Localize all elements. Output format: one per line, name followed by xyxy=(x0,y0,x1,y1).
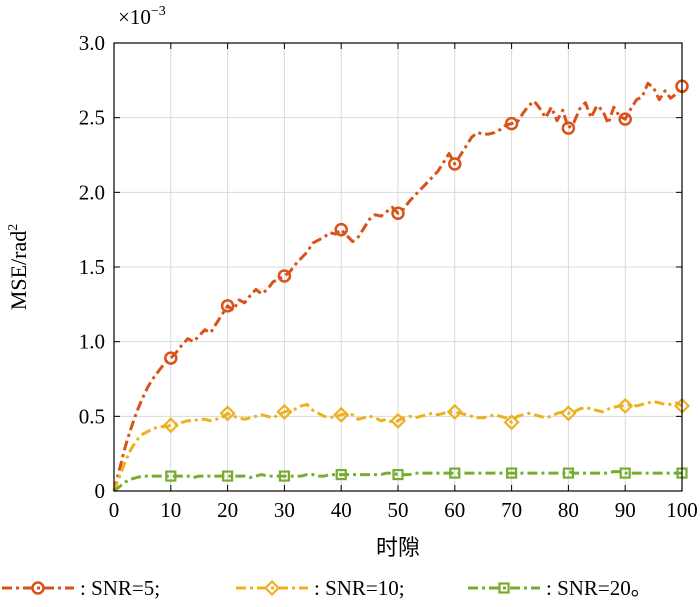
legend-label: : SNR=5; xyxy=(80,576,160,600)
series-marker xyxy=(334,222,348,237)
legend-item-3: : SNR=20。 xyxy=(468,576,652,600)
series-2 xyxy=(112,397,691,492)
y-tick-label: 1.0 xyxy=(79,330,105,354)
series-marker xyxy=(276,403,293,420)
axis-ticks: 0 10 20 30 40 50 60 70 80 90 100 0 0.5 1.0 1.5 2.0 2.5 3.… xyxy=(79,31,698,522)
y-tick-label: 2.0 xyxy=(79,180,105,204)
series-marker xyxy=(504,116,519,131)
y-scale-multiplier: ×10−3 xyxy=(118,4,166,29)
y-tick-label: 0.5 xyxy=(79,404,105,428)
series-line xyxy=(112,81,684,492)
legend-item-2: : SNR=10; xyxy=(236,576,405,600)
series-layer xyxy=(112,79,691,493)
series-marker xyxy=(278,470,290,482)
series-marker xyxy=(389,412,407,429)
x-tick-label: 30 xyxy=(274,498,295,522)
legend-marker xyxy=(31,581,45,595)
series-marker xyxy=(220,299,235,313)
x-tick-label: 100 xyxy=(666,498,698,522)
x-axis-title: 时隙 xyxy=(376,535,420,560)
y-tick-label: 2.5 xyxy=(79,106,105,130)
x-tick-label: 10 xyxy=(160,498,181,522)
series-marker xyxy=(561,121,576,135)
series-marker xyxy=(506,467,518,479)
x-tick-label: 0 xyxy=(109,498,120,522)
series-3 xyxy=(113,467,688,493)
series-marker xyxy=(617,397,634,414)
legend-label: : SNR=20。 xyxy=(546,576,652,600)
legend: : SNR=5; : SNR=10; : SNR=20。 xyxy=(2,576,652,600)
series-marker xyxy=(222,470,234,482)
x-tick-label: 80 xyxy=(558,498,579,522)
series-marker xyxy=(619,467,631,479)
x-tick-label: 50 xyxy=(388,498,409,522)
legend-item-1: : SNR=5; xyxy=(2,576,160,600)
grid xyxy=(113,42,683,492)
legend-marker xyxy=(263,579,281,597)
series-1 xyxy=(112,79,689,492)
series-marker xyxy=(335,468,347,481)
series-marker xyxy=(392,468,404,481)
legend-marker xyxy=(498,582,510,594)
series-marker xyxy=(446,403,463,420)
y-axis-title: MSE/rad2 xyxy=(6,224,31,310)
y-tick-label: 0 xyxy=(95,479,106,503)
series-marker xyxy=(560,405,577,422)
series-marker xyxy=(448,157,462,171)
y-tick-label: 1.5 xyxy=(79,255,105,279)
series-marker xyxy=(449,467,461,479)
series-marker xyxy=(219,405,236,422)
series-marker xyxy=(562,467,575,479)
y-tick-label: 3.0 xyxy=(79,31,105,55)
series-line xyxy=(113,470,682,493)
x-tick-label: 90 xyxy=(615,498,636,522)
series-marker xyxy=(165,470,177,482)
series-marker xyxy=(277,269,292,283)
series-marker xyxy=(503,414,520,431)
series-marker xyxy=(162,417,179,434)
series-marker xyxy=(333,406,350,423)
x-tick-label: 20 xyxy=(217,498,238,522)
series-line xyxy=(112,399,683,492)
x-tick-label: 70 xyxy=(501,498,522,522)
series-marker xyxy=(391,206,405,220)
legend-label: : SNR=10; xyxy=(314,576,405,600)
x-tick-label: 60 xyxy=(444,498,465,522)
series-marker xyxy=(164,351,178,365)
x-tick-label: 40 xyxy=(331,498,352,522)
series-marker xyxy=(618,112,632,126)
